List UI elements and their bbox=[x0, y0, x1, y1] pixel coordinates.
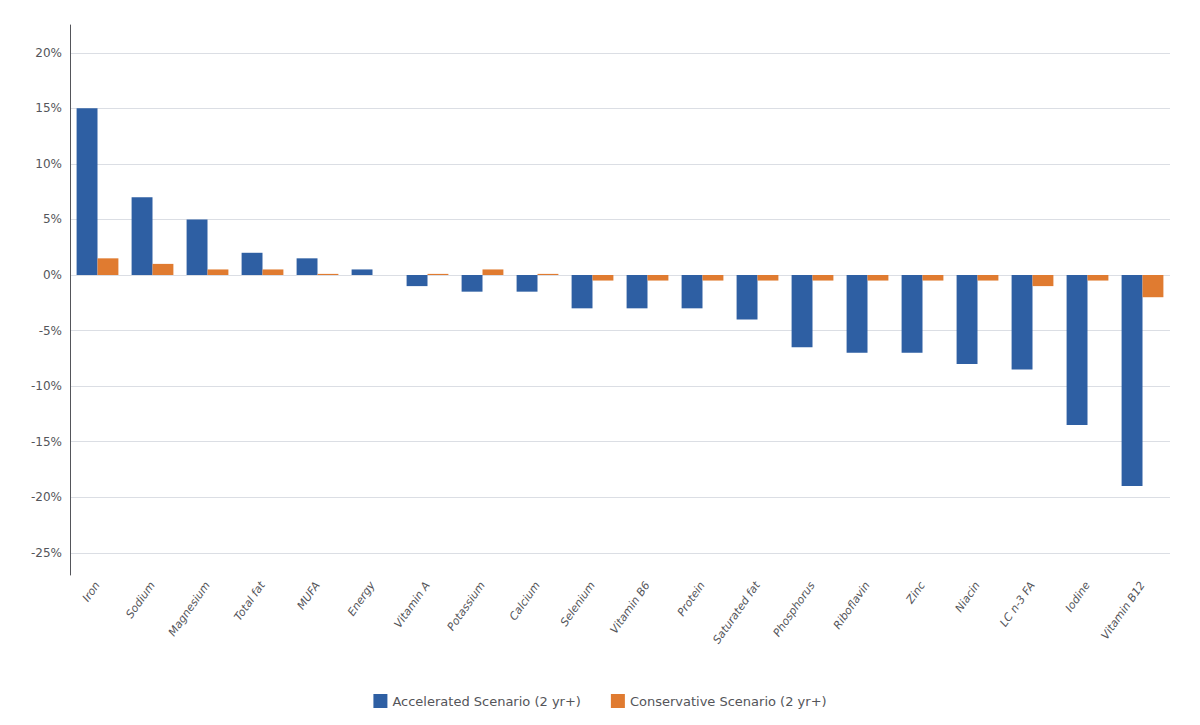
svg-text:-10%: -10% bbox=[31, 379, 62, 393]
svg-text:Vitamin B12: Vitamin B12 bbox=[1098, 579, 1147, 642]
svg-text:Potassium: Potassium bbox=[445, 579, 488, 633]
svg-text:-5%: -5% bbox=[39, 324, 62, 338]
svg-text:Sodium: Sodium bbox=[123, 579, 157, 620]
svg-text:Energy: Energy bbox=[345, 579, 378, 619]
svg-text:Phosphorus: Phosphorus bbox=[770, 579, 818, 639]
svg-text:0%: 0% bbox=[43, 268, 62, 282]
svg-text:Magnesium: Magnesium bbox=[166, 579, 213, 638]
svg-text:Calcium: Calcium bbox=[507, 579, 543, 623]
svg-text:Saturated fat: Saturated fat bbox=[710, 579, 763, 647]
svg-text:Total fat: Total fat bbox=[232, 579, 269, 624]
svg-text:-15%: -15% bbox=[31, 435, 62, 449]
svg-text:Accelerated Scenario (2 yr+): Accelerated Scenario (2 yr+) bbox=[392, 694, 580, 709]
svg-text:Vitamin B6: Vitamin B6 bbox=[607, 579, 652, 636]
svg-text:5%: 5% bbox=[43, 212, 62, 226]
svg-text:LC n-3 FA: LC n-3 FA bbox=[997, 579, 1037, 629]
svg-text:Riboflavin: Riboflavin bbox=[831, 579, 873, 631]
svg-text:-25%: -25% bbox=[31, 546, 62, 560]
svg-text:Zinc: Zinc bbox=[903, 579, 928, 607]
svg-text:MUFA: MUFA bbox=[295, 579, 323, 612]
svg-text:Vitamin A: Vitamin A bbox=[392, 579, 433, 630]
svg-text:20%: 20% bbox=[35, 46, 62, 60]
svg-text:15%: 15% bbox=[35, 101, 62, 115]
svg-text:Protein: Protein bbox=[675, 579, 708, 618]
svg-text:Iron: Iron bbox=[80, 579, 103, 604]
svg-text:-20%: -20% bbox=[31, 490, 62, 504]
svg-text:Selenium: Selenium bbox=[558, 579, 598, 628]
svg-text:Iodine: Iodine bbox=[1063, 579, 1093, 614]
svg-text:10%: 10% bbox=[35, 157, 62, 171]
svg-text:Niacin: Niacin bbox=[953, 579, 983, 614]
svg-text:Conservative Scenario (2 yr+): Conservative Scenario (2 yr+) bbox=[630, 694, 827, 709]
